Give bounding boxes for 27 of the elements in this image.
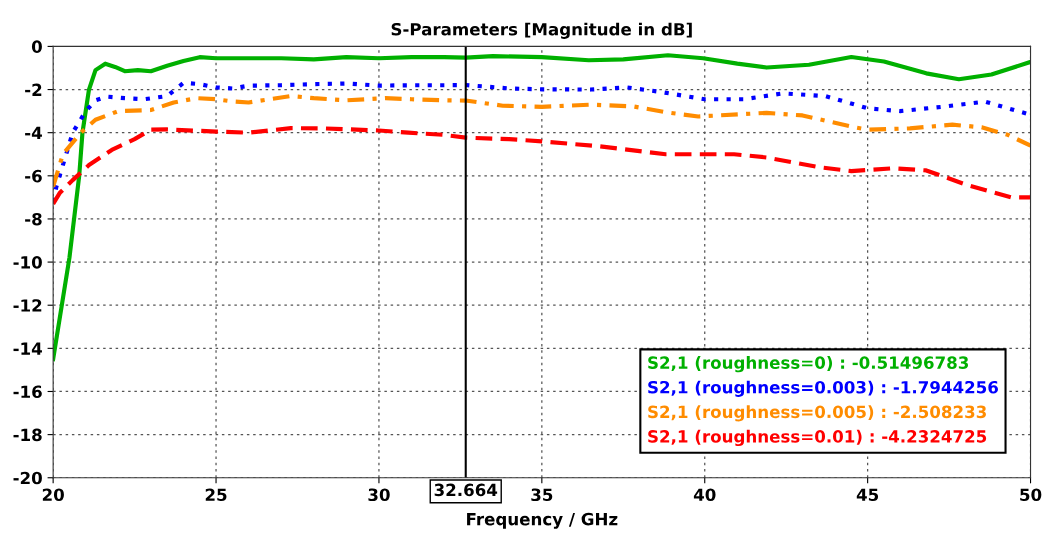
line-series [53, 126, 1031, 206]
y-tick-label: -12 [13, 299, 42, 312]
x-tick-label: 45 [856, 488, 879, 502]
ref-line-label: 32.664 [434, 483, 498, 497]
text: S2,1 (roughness=0.01) : -4.2324725 [648, 429, 987, 447]
line-series [53, 93, 1031, 189]
x-tick-label: 35 [531, 488, 553, 502]
y-tick-label: -20 [13, 471, 42, 485]
y-tick-label: -16 [13, 385, 42, 399]
y-tick-label: -10 [13, 256, 42, 269]
y-tick-label: -2 [25, 83, 42, 96]
x-tick-label: 25 [205, 488, 227, 502]
x-axis-title: Frequency / GHz [467, 512, 618, 529]
y-tick-label: -8 [25, 212, 42, 226]
y-tick-label: -18 [13, 428, 42, 442]
y-tick-label: -6 [25, 169, 42, 183]
text: S2,1 (roughness=0) : -0.51496783 [648, 356, 969, 373]
x-tick-label: 20 [42, 488, 64, 502]
y-tick-label: 0 [31, 40, 42, 53]
x-tick-label: 40 [693, 488, 716, 502]
x-tick-label: 50 [1020, 488, 1042, 502]
x-tick-label: 30 [368, 488, 390, 502]
text: S2,1 (roughness=0.003) : -1.7944256 [648, 380, 998, 397]
chart-title: S-Parameters [Magnitude in dB] [391, 22, 692, 39]
text: S2,1 (roughness=0.005) : -2.508233 [648, 405, 986, 422]
y-tick-label: -14 [13, 342, 42, 355]
y-tick-label: -4 [25, 126, 42, 140]
